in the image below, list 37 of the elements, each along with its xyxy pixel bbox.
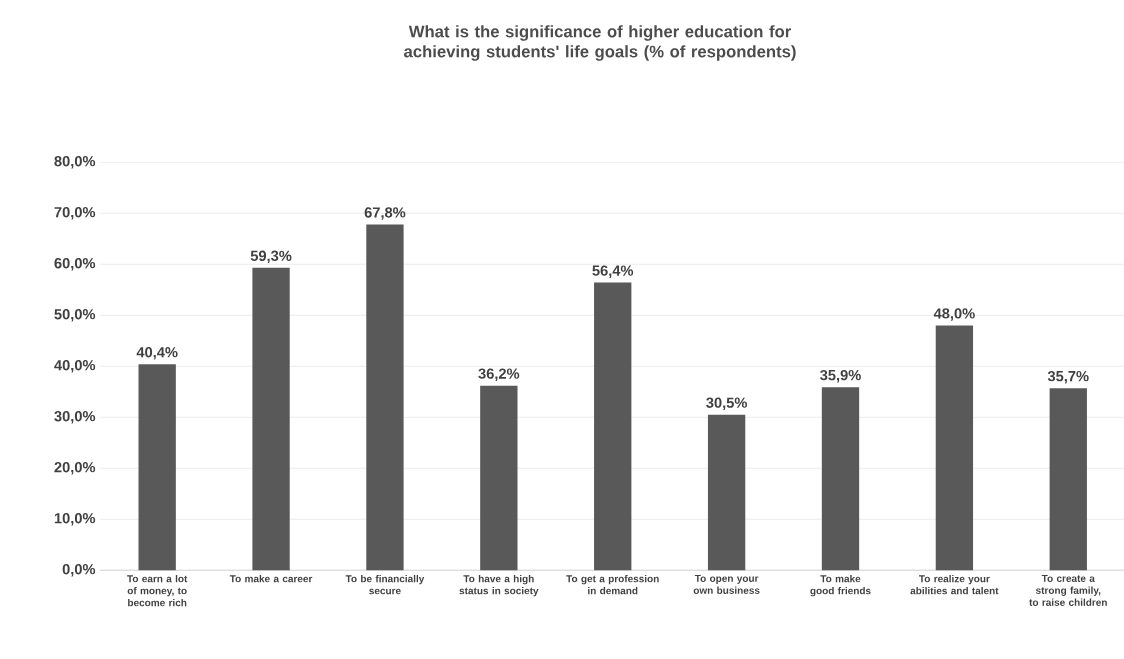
x-tick-label: To make a career — [229, 574, 313, 583]
data-label: 35,9% — [820, 369, 861, 383]
bar — [366, 224, 404, 571]
y-tick-label: 0,0% — [62, 564, 96, 577]
y-tick-label: 20,0% — [54, 462, 96, 475]
data-label: 48,0% — [933, 308, 975, 321]
y-tick-label: 50,0% — [54, 309, 96, 322]
y-tick-label: 10,0% — [54, 513, 96, 526]
y-tick-label: 70,0% — [54, 207, 96, 220]
bar — [252, 267, 290, 571]
x-tick-label: To be financially secure — [345, 574, 425, 595]
data-label: 36,2% — [478, 368, 520, 381]
y-tick-label: 80,0% — [54, 156, 96, 169]
data-label: 40,4% — [136, 347, 178, 360]
x-tick-label: To get a profession in demand — [566, 574, 659, 595]
data-label: 30,5% — [706, 397, 748, 410]
data-label: 35,7% — [1047, 370, 1089, 384]
bar — [935, 325, 974, 571]
y-tick-label: 40,0% — [54, 360, 96, 373]
bar — [1049, 388, 1087, 571]
bar — [821, 387, 860, 571]
bar — [707, 414, 746, 571]
x-tick-label: To open your own business — [693, 574, 760, 594]
bar — [480, 385, 518, 571]
x-tick-label: To realize your abilities and talent — [910, 574, 999, 595]
x-tick-label: To earn a lot of money, to become rich — [127, 574, 188, 607]
chart-title: What is the significance of higher education for achieving students' life goals (% of respondents) — [404, 25, 796, 61]
data-label: 56,4% — [592, 265, 634, 278]
data-label: 59,3% — [250, 250, 292, 264]
bar — [594, 282, 632, 571]
x-tick-label: To have a high status in society — [459, 574, 539, 597]
y-tick-label: 30,0% — [54, 411, 96, 424]
data-label: 67,8% — [364, 207, 406, 220]
x-tick-label: To create a strong family, to raise children — [1029, 574, 1107, 606]
y-tick-label: 60,0% — [54, 258, 96, 271]
x-tick-label: To make good friends — [810, 574, 871, 597]
bar — [138, 364, 176, 571]
